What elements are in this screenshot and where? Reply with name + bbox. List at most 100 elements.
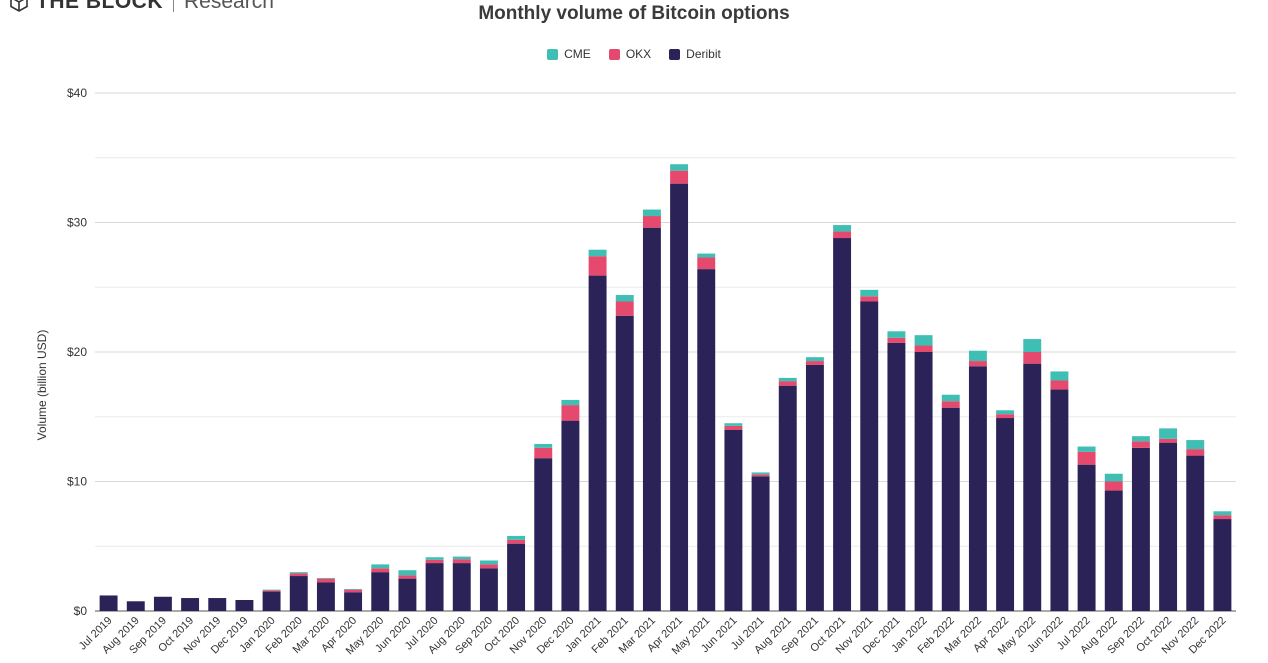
bar-cme (724, 423, 743, 426)
bar-okx (805, 361, 824, 365)
bar-deribit (1131, 447, 1150, 611)
y-tick-label: $20 (67, 345, 87, 359)
bar-okx (860, 296, 879, 302)
bar-okx (996, 414, 1015, 419)
bar-cme (914, 335, 933, 346)
bar-deribit (1104, 490, 1123, 611)
brand-divider (173, 0, 174, 12)
bar-deribit (262, 591, 281, 611)
bar-okx (479, 564, 498, 569)
bar-cme (642, 209, 661, 217)
bar-okx (615, 301, 634, 316)
legend-label: OKX (625, 47, 652, 61)
y-tick-label: $40 (67, 86, 87, 100)
legend-swatch (547, 48, 559, 60)
bar-cme (805, 357, 824, 362)
bar-deribit (126, 601, 145, 611)
bar-okx (642, 216, 661, 228)
bar-cme (425, 557, 444, 560)
bar-deribit (208, 598, 227, 611)
legend-swatch (669, 48, 681, 60)
bar-okx (1050, 380, 1069, 390)
bar-deribit (805, 364, 824, 611)
bar-okx (833, 231, 852, 239)
bar-cme (1159, 428, 1178, 439)
bar-deribit (99, 595, 118, 611)
bar-deribit (751, 476, 770, 611)
bar-cme (1077, 446, 1096, 452)
bar-cme (751, 472, 770, 475)
bar-deribit (697, 269, 716, 611)
bar-cme (479, 560, 498, 565)
bar-okx (1023, 352, 1042, 364)
bar-deribit (1050, 389, 1069, 611)
bar-deribit (316, 582, 335, 611)
bar-deribit (887, 342, 906, 611)
legend-item-cme[interactable]: CME (547, 47, 591, 61)
bar-cme (1023, 339, 1042, 352)
bar-deribit (235, 599, 254, 611)
brand-logo: THE BLOCK Research (8, 0, 274, 13)
bar-deribit (914, 352, 933, 611)
bar-okx (1159, 438, 1178, 443)
bar-cme (289, 572, 308, 574)
bar-deribit (615, 315, 634, 611)
bar-deribit (1023, 363, 1042, 611)
bar-deribit (588, 275, 607, 611)
y-tick-label: $30 (67, 216, 87, 230)
legend-item-deribit[interactable]: Deribit (669, 47, 721, 61)
bar-okx (697, 257, 716, 270)
bar-deribit (479, 568, 498, 611)
bar-cme (968, 350, 987, 362)
bar-cme (615, 295, 634, 302)
bar-okx (452, 559, 471, 564)
bar-okx (507, 539, 526, 544)
chart-legend: CME OKX Deribit (0, 47, 1268, 61)
bar-okx (316, 578, 335, 583)
bar-cme (371, 564, 390, 569)
bar-okx (724, 425, 743, 430)
bar-deribit (670, 183, 689, 611)
bar-deribit (1213, 519, 1232, 611)
bar-cme (344, 588, 363, 590)
bar-deribit (425, 563, 444, 611)
bar-okx (1213, 515, 1232, 520)
bar-cme (697, 253, 716, 258)
bar-deribit (561, 420, 580, 611)
bar-okx (778, 381, 797, 386)
bar-cme (887, 331, 906, 338)
legend-item-okx[interactable]: OKX (608, 47, 652, 61)
bar-cme (1186, 440, 1205, 450)
bar-cme (1213, 511, 1232, 516)
bar-okx (1131, 441, 1150, 448)
bar-okx (1077, 451, 1096, 465)
bar-cme (996, 410, 1015, 415)
bar-okx (941, 401, 960, 408)
bar-cme (1104, 473, 1123, 482)
bar-okx (398, 575, 417, 579)
bar-cme (534, 443, 553, 448)
bar-deribit (344, 592, 363, 611)
bar-cme (507, 535, 526, 540)
bar-cme (452, 556, 471, 560)
bar-deribit (153, 596, 172, 611)
bar-okx (344, 589, 363, 593)
bar-cme (561, 399, 580, 406)
bar-okx (670, 170, 689, 184)
bar-okx (561, 405, 580, 421)
bar-okx (262, 590, 281, 592)
bar-okx (425, 559, 444, 564)
bar-deribit (1186, 455, 1205, 611)
bar-cme (588, 249, 607, 257)
bar-deribit (778, 385, 797, 611)
bar-okx (289, 573, 308, 577)
bar-deribit (398, 578, 417, 611)
bar-cme (860, 289, 879, 297)
legend-swatch (608, 48, 620, 60)
y-tick-label: $0 (74, 604, 88, 618)
bar-deribit (1077, 464, 1096, 611)
bar-okx (914, 345, 933, 352)
bar-deribit (1159, 442, 1178, 611)
bar-deribit (941, 407, 960, 611)
